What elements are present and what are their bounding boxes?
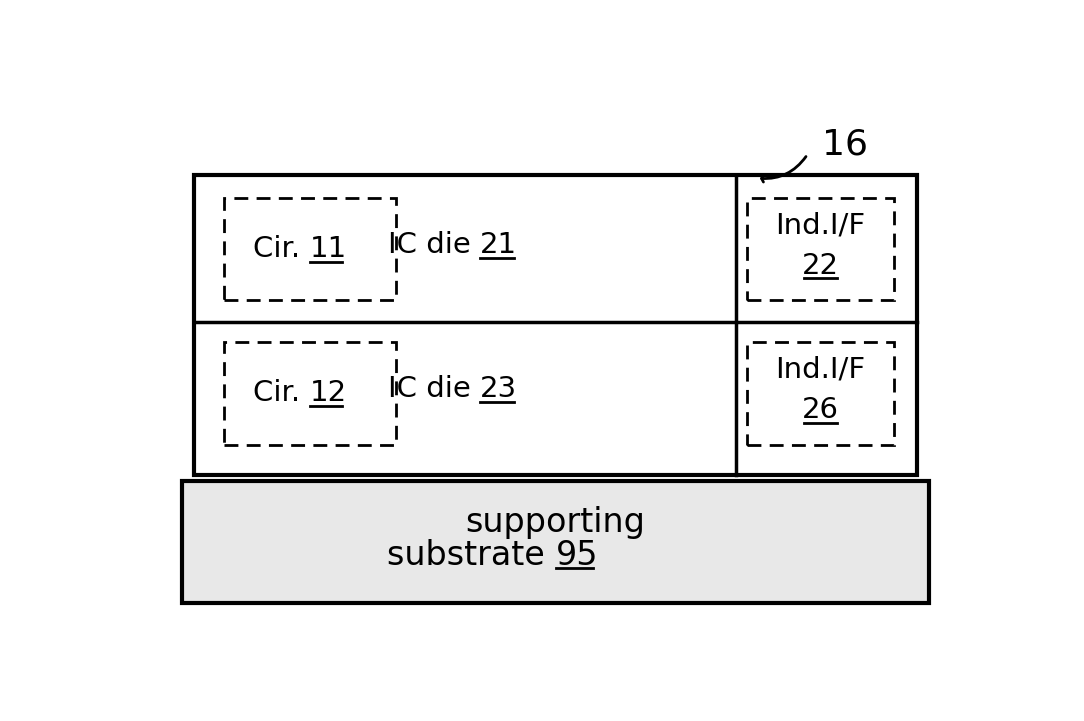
Bar (182, 481, 929, 603)
Text: supporting: supporting (466, 506, 645, 539)
Bar (747, 198, 894, 300)
Bar (223, 342, 396, 445)
Text: 21: 21 (480, 231, 517, 259)
Text: substrate: substrate (387, 539, 555, 572)
Text: 12: 12 (310, 379, 347, 407)
Bar (747, 342, 894, 445)
Text: 23: 23 (480, 375, 517, 403)
Text: IC die: IC die (388, 231, 480, 259)
Text: 22: 22 (802, 252, 839, 280)
Text: 16: 16 (823, 128, 868, 162)
Bar (223, 198, 396, 300)
Text: 26: 26 (802, 396, 839, 424)
Text: 11: 11 (310, 235, 347, 263)
Text: Ind.I/F: Ind.I/F (775, 356, 866, 384)
Text: Cir.: Cir. (254, 379, 310, 407)
Text: IC die: IC die (388, 375, 480, 403)
Text: 95: 95 (555, 539, 598, 572)
Bar (194, 175, 917, 475)
Text: Cir.: Cir. (254, 235, 310, 263)
Text: Ind.I/F: Ind.I/F (775, 211, 866, 239)
